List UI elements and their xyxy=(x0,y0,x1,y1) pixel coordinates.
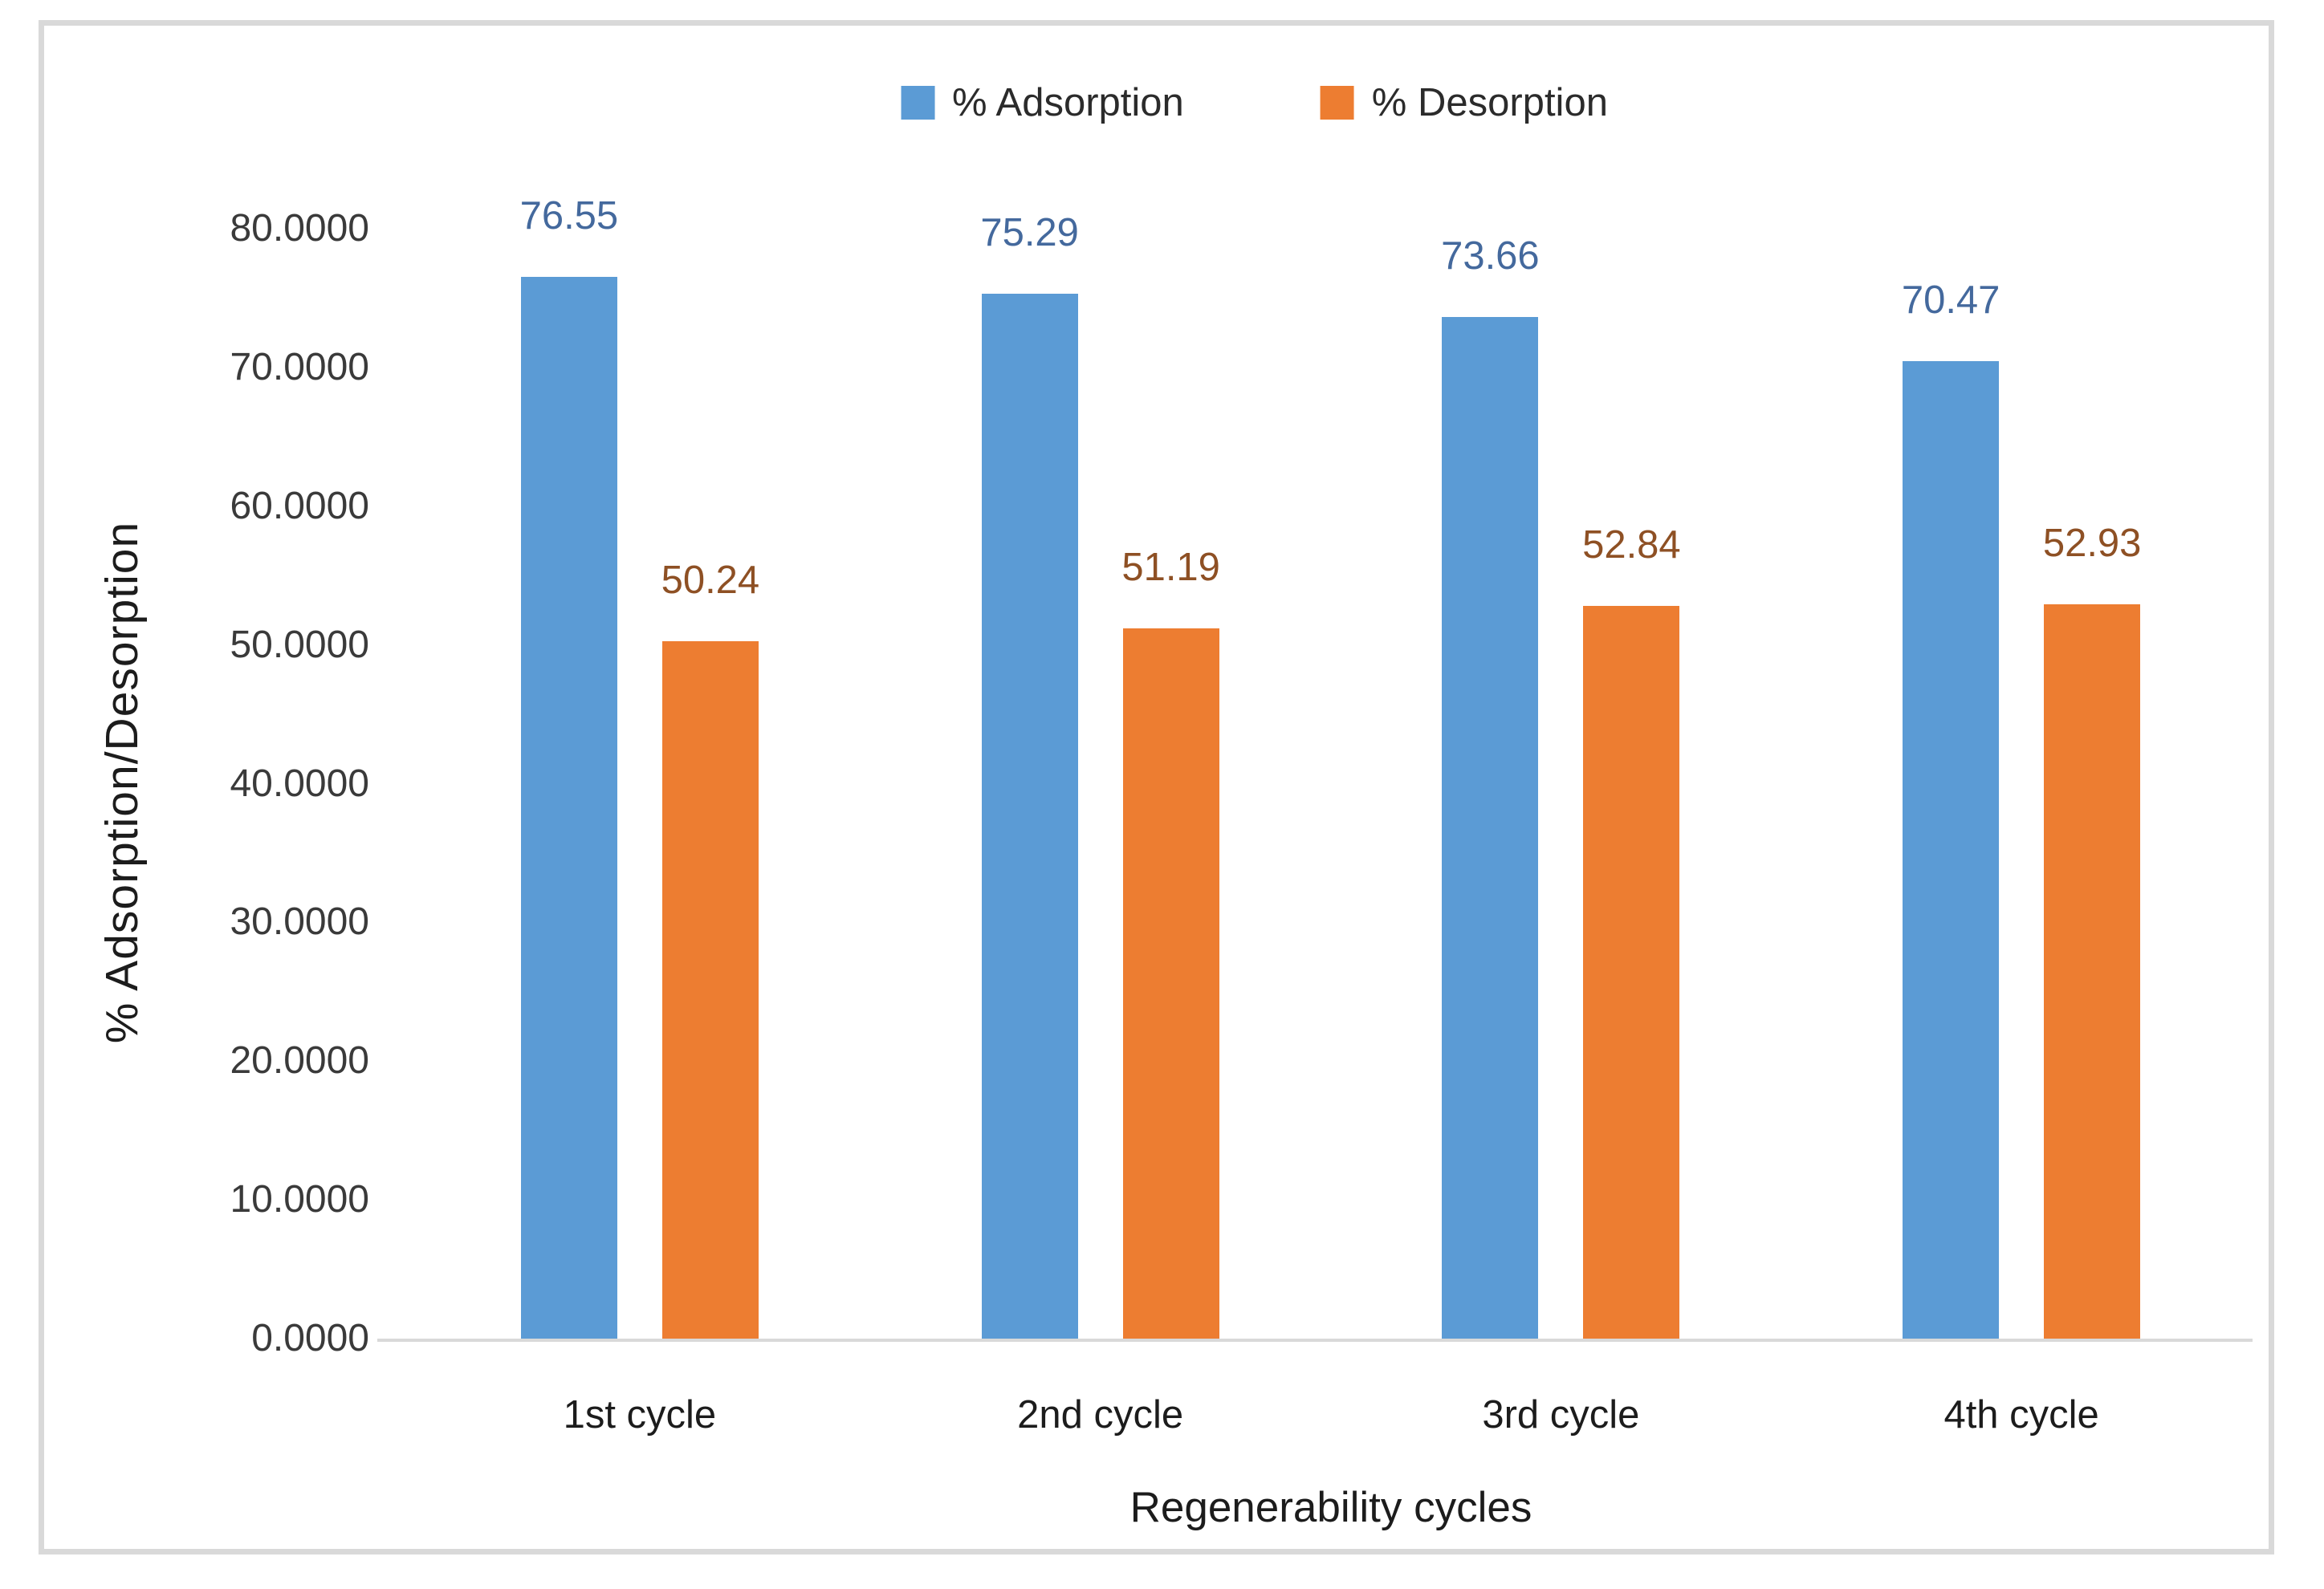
adsorption-value-label-2: 75.29 xyxy=(980,211,1079,254)
adsorption-bar-1 xyxy=(520,277,617,1339)
desorption-bar-2 xyxy=(1122,628,1219,1339)
x-axis-title: Regenerability cycles xyxy=(1129,1484,1532,1531)
desorption-value-label-2: 51.19 xyxy=(1121,546,1220,589)
legend-item-adsorption: % Adsorption xyxy=(901,80,1184,125)
x-axis-line xyxy=(377,1339,2253,1342)
y-tick-label: 50.0000 xyxy=(230,623,369,666)
adsorption-value-label-3: 73.66 xyxy=(1441,234,1540,278)
adsorption-bar-3 xyxy=(1442,317,1539,1339)
x-category-label-3: 3rd cycle xyxy=(1482,1393,1640,1437)
adsorption-bar-4 xyxy=(1903,361,2000,1339)
y-tick-label: 30.0000 xyxy=(230,900,369,944)
y-tick-label: 20.0000 xyxy=(230,1039,369,1083)
y-tick-label: 60.0000 xyxy=(230,484,369,527)
desorption-bar-4 xyxy=(2044,604,2141,1339)
desorption-bar-1 xyxy=(661,641,759,1339)
adsorption-value-label-4: 70.47 xyxy=(1901,278,2000,322)
desorption-value-label-1: 50.24 xyxy=(661,559,760,602)
y-tick-label: 10.0000 xyxy=(230,1178,369,1221)
desorption-bar-3 xyxy=(1583,606,1680,1339)
y-tick-label: 40.0000 xyxy=(230,762,369,805)
legend-swatch-icon xyxy=(1320,86,1354,120)
legend-label: % Desorption xyxy=(1371,81,1608,124)
legend-swatch-icon xyxy=(901,86,935,120)
y-tick-label: 80.0000 xyxy=(230,207,369,250)
legend-label: % Adsorption xyxy=(952,81,1184,124)
legend: % Adsorption % Desorption xyxy=(901,80,1608,125)
legend-item-desorption: % Desorption xyxy=(1320,80,1608,125)
desorption-value-label-3: 52.84 xyxy=(1582,523,1681,567)
x-category-label-1: 1st cycle xyxy=(563,1393,717,1437)
x-category-label-4: 4th cycle xyxy=(1943,1393,2099,1437)
y-tick-label: 0.0000 xyxy=(251,1317,369,1359)
adsorption-bar-2 xyxy=(981,294,1078,1339)
desorption-value-label-4: 52.93 xyxy=(2042,522,2142,565)
adsorption-value-label-1: 76.55 xyxy=(519,194,619,238)
y-tick-label: 70.0000 xyxy=(230,345,369,388)
x-category-label-2: 2nd cycle xyxy=(1017,1393,1184,1437)
